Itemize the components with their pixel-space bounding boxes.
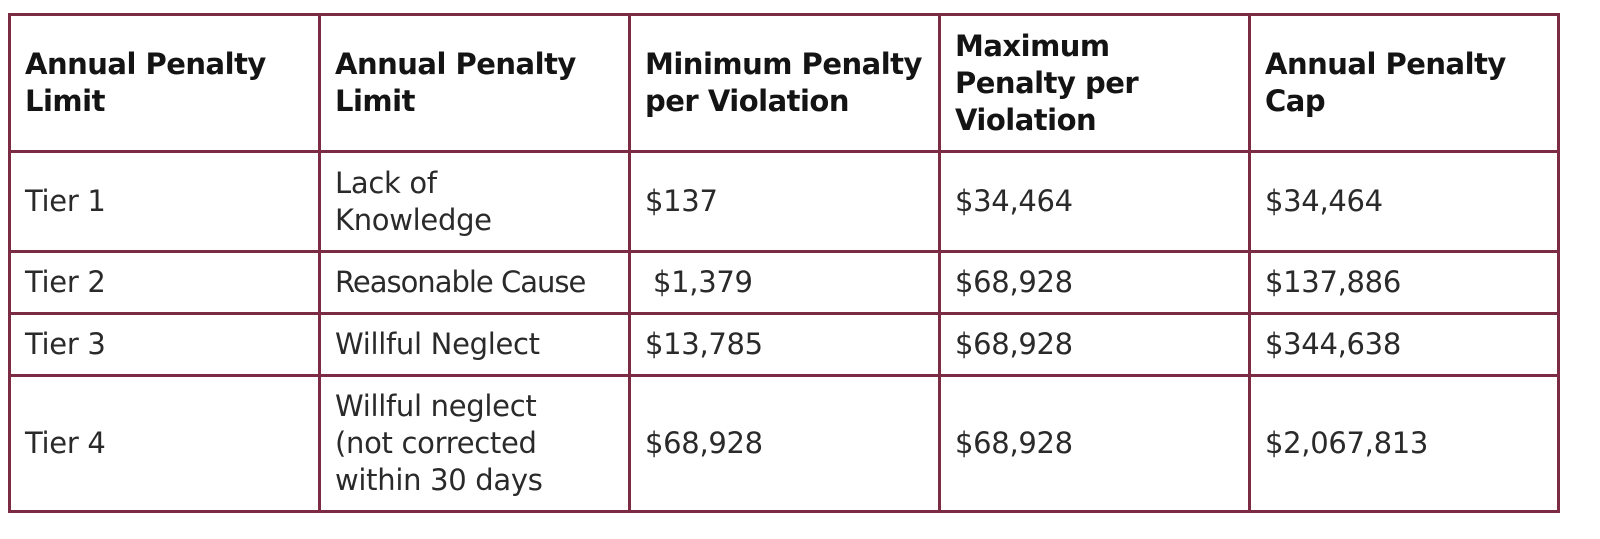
annual-cap-cell: $344,638 bbox=[1248, 312, 1560, 377]
violation-category-cell: Willful neglect (not corrected within 30… bbox=[318, 374, 631, 513]
violation-category-cell: Willful Neglect bbox=[318, 312, 631, 377]
maximum-penalty-cell: $34,464 bbox=[938, 150, 1251, 253]
penalty-table: Annual Penalty Limit Annual Penalty Limi… bbox=[8, 13, 1560, 513]
header-label: Maximum Penalty per Violation bbox=[955, 28, 1139, 137]
minimum-penalty-cell: $137 bbox=[628, 150, 941, 253]
header-annual-penalty-limit-1: Annual Penalty Limit bbox=[8, 13, 321, 153]
violation-category-cell: Lack of Knowledge bbox=[318, 150, 631, 253]
violation-category-text: Willful neglect (not corrected within 30… bbox=[335, 389, 543, 497]
maximum-penalty-cell: $68,928 bbox=[938, 374, 1251, 513]
tier-cell: Tier 2 bbox=[8, 250, 321, 315]
maximum-penalty-cell: $68,928 bbox=[938, 312, 1251, 377]
header-minimum-penalty: Minimum Penalty per Violation bbox=[628, 13, 941, 153]
violation-category-text: Lack of Knowledge bbox=[335, 165, 492, 237]
annual-cap-cell: $34,464 bbox=[1248, 150, 1560, 253]
table-row: Tier 3 Willful Neglect $13,785 $68,928 $… bbox=[8, 312, 1560, 377]
table-row: Tier 4 Willful neglect (not corrected wi… bbox=[8, 374, 1560, 513]
header-annual-penalty-limit-2: Annual Penalty Limit bbox=[318, 13, 631, 153]
header-label: Annual Penalty Limit bbox=[25, 47, 266, 118]
minimum-penalty-cell: $68,928 bbox=[628, 374, 941, 513]
violation-category-cell: Reasonable Cause bbox=[318, 250, 631, 315]
header-label: Minimum Penalty per Violation bbox=[645, 47, 922, 118]
maximum-penalty-cell: $68,928 bbox=[938, 250, 1251, 315]
annual-cap-cell: $2,067,813 bbox=[1248, 374, 1560, 513]
header-label: Annual Penalty Limit bbox=[335, 47, 576, 118]
tier-cell: Tier 1 bbox=[8, 150, 321, 253]
tier-cell: Tier 4 bbox=[8, 374, 321, 513]
header-label: Annual Penalty Cap bbox=[1265, 47, 1506, 118]
header-annual-penalty-cap: Annual Penalty Cap bbox=[1248, 13, 1560, 153]
header-maximum-penalty: Maximum Penalty per Violation bbox=[938, 13, 1251, 153]
table-row: Tier 2 Reasonable Cause $1,379 $68,928 $… bbox=[8, 250, 1560, 315]
table-row: Tier 1 Lack of Knowledge $137 $34,464 $3… bbox=[8, 150, 1560, 253]
minimum-penalty-cell: $13,785 bbox=[628, 312, 941, 377]
annual-cap-cell: $137,886 bbox=[1248, 250, 1560, 315]
tier-cell: Tier 3 bbox=[8, 312, 321, 377]
table-header-row: Annual Penalty Limit Annual Penalty Limi… bbox=[8, 13, 1560, 153]
minimum-penalty-cell: $1,379 bbox=[628, 250, 941, 315]
